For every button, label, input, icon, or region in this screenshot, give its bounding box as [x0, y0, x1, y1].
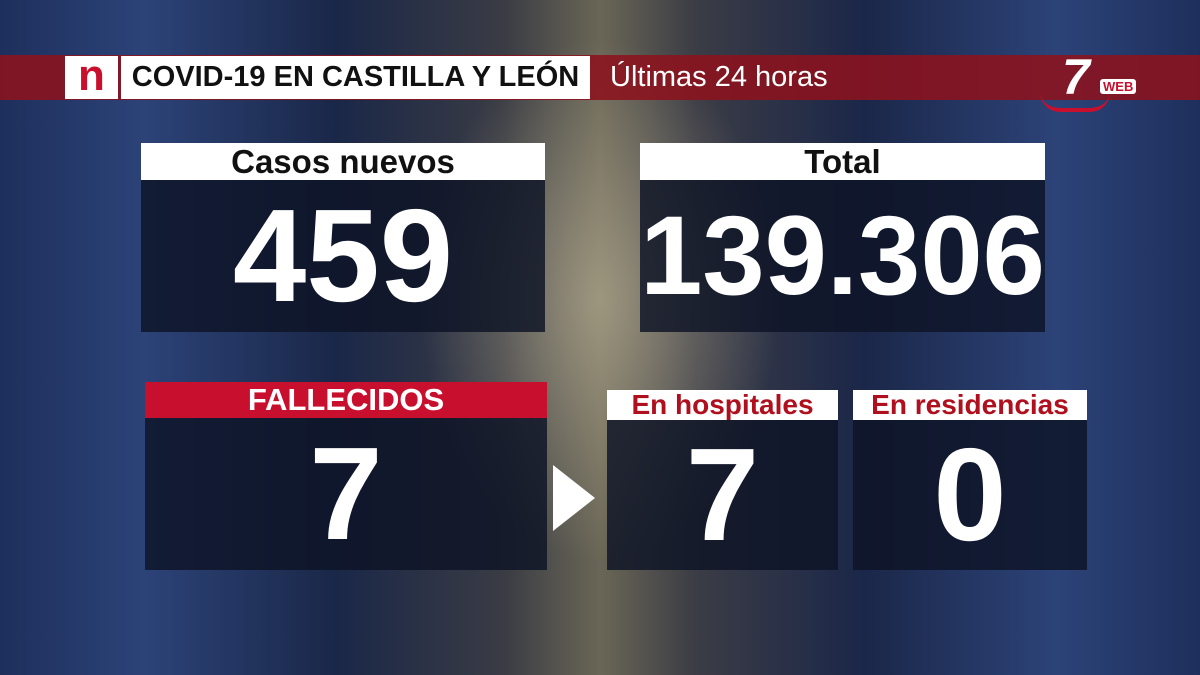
- panel-value: 0: [853, 420, 1087, 570]
- panel-label: Casos nuevos: [141, 143, 545, 180]
- panel-label: Total: [640, 143, 1045, 180]
- title: COVID-19 EN CASTILLA Y LEÓN: [121, 56, 590, 99]
- panel-label: En hospitales: [607, 390, 838, 420]
- panel-value: 7: [145, 418, 547, 570]
- panel-label: En residencias: [853, 390, 1087, 420]
- panel-value: 7: [607, 420, 838, 570]
- panel-label: FALLECIDOS: [145, 382, 547, 418]
- panel-value: 459: [141, 180, 545, 332]
- logo: n: [65, 54, 118, 99]
- panel-value: 139.306: [640, 180, 1045, 332]
- channel-swoosh: [1040, 92, 1110, 112]
- subtitle: Últimas 24 horas: [610, 61, 828, 93]
- arrow: [553, 465, 595, 531]
- channel-tag: WEB: [1100, 79, 1137, 94]
- channel: 7: [1062, 49, 1090, 105]
